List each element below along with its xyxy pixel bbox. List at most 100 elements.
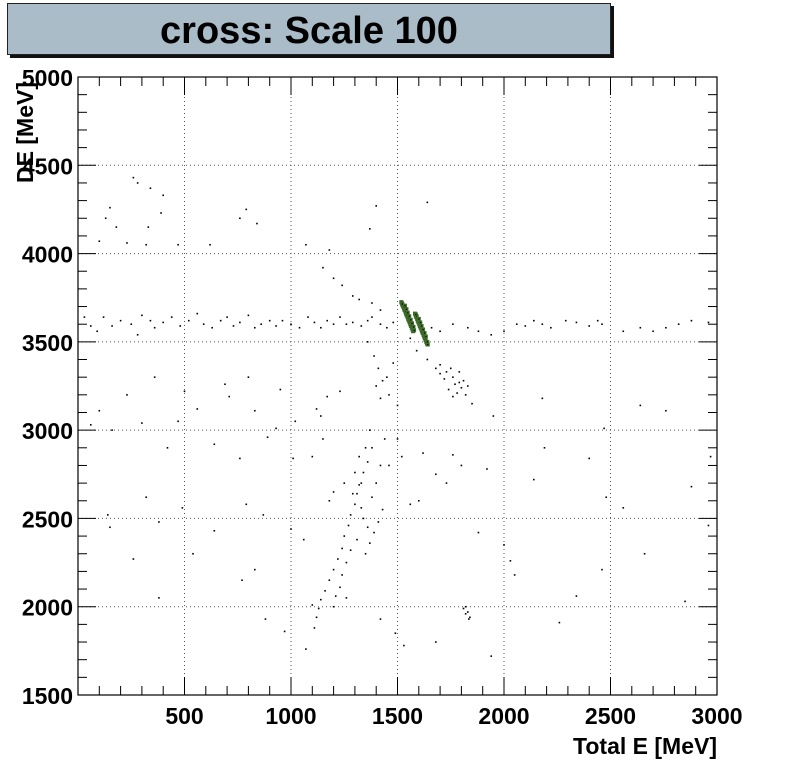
data-point — [430, 326, 433, 329]
data-point — [377, 367, 380, 370]
data-point — [349, 514, 352, 516]
data-point — [136, 333, 139, 336]
data-point — [98, 240, 101, 243]
x-tick-labels: 500 1000 1500 2000 2500 3000 — [165, 703, 742, 729]
data-point — [665, 409, 667, 412]
data-point — [373, 531, 375, 534]
data-point — [447, 388, 450, 391]
data-point — [677, 323, 680, 325]
dense-point-core — [408, 315, 410, 317]
data-point — [469, 616, 471, 619]
y-tick-label: 2000 — [22, 595, 73, 621]
data-point — [187, 319, 190, 322]
data-point — [247, 314, 250, 317]
data-point — [132, 558, 135, 560]
data-point — [89, 325, 92, 327]
data-point — [332, 491, 335, 493]
data-point — [639, 326, 642, 329]
data-point — [490, 655, 493, 657]
data-point — [279, 388, 282, 391]
data-point — [339, 586, 341, 589]
data-point — [126, 242, 128, 244]
data-point — [460, 386, 463, 389]
data-point — [213, 443, 216, 446]
data-point — [588, 457, 590, 460]
data-point — [541, 323, 544, 325]
dense-point-core — [419, 321, 421, 324]
x-tick-label: 2000 — [478, 703, 529, 729]
data-point — [381, 379, 384, 382]
data-point — [351, 492, 354, 495]
data-point — [707, 321, 710, 324]
data-point — [622, 330, 625, 333]
data-point — [183, 390, 186, 393]
data-point — [360, 507, 363, 509]
data-point — [305, 648, 307, 650]
data-point — [709, 455, 712, 458]
data-point — [356, 492, 358, 495]
data-point — [292, 457, 294, 460]
data-point — [339, 390, 341, 393]
data-point — [468, 618, 470, 620]
data-point — [371, 316, 373, 318]
data-point — [162, 321, 164, 324]
data-point — [247, 376, 250, 378]
data-point — [196, 312, 199, 315]
data-point — [388, 394, 390, 396]
data-point — [452, 395, 454, 398]
data-point — [354, 503, 356, 506]
data-point — [341, 547, 343, 550]
data-point — [239, 217, 241, 220]
data-point — [364, 447, 367, 449]
data-point — [349, 549, 352, 552]
data-point — [98, 409, 101, 412]
data-point — [426, 201, 429, 204]
data-point — [492, 415, 495, 417]
data-point — [132, 176, 135, 179]
data-points — [83, 176, 712, 657]
data-point — [707, 524, 710, 527]
data-point — [136, 182, 139, 184]
data-point — [107, 514, 109, 516]
data-point — [379, 397, 382, 400]
data-point — [354, 471, 356, 474]
grid-lines — [78, 77, 717, 695]
data-point — [665, 326, 667, 329]
data-point — [690, 485, 693, 488]
data-point — [341, 284, 343, 287]
dense-point-core — [412, 326, 415, 328]
data-point — [322, 266, 324, 269]
data-point — [358, 484, 360, 486]
data-point — [456, 392, 458, 394]
data-point — [377, 521, 380, 523]
data-point — [141, 422, 143, 424]
data-point — [362, 517, 365, 520]
data-point — [396, 404, 399, 407]
data-point — [386, 326, 388, 329]
dense-point-core — [405, 308, 408, 310]
data-point — [435, 473, 437, 476]
data-point — [375, 385, 377, 387]
data-point — [253, 326, 256, 329]
data-point — [462, 379, 465, 382]
data-point — [379, 618, 382, 620]
data-point — [558, 621, 561, 624]
dense-point-core — [418, 318, 420, 320]
dense-point-core — [410, 319, 412, 321]
chart-title: cross: Scale 100 — [160, 10, 458, 52]
data-point — [392, 362, 395, 364]
data-point — [345, 561, 348, 564]
data-point — [541, 397, 544, 400]
data-point — [375, 205, 377, 207]
data-point — [232, 325, 235, 327]
data-point — [403, 644, 405, 647]
data-point — [153, 326, 156, 329]
data-point — [275, 427, 277, 430]
data-point — [332, 323, 335, 325]
data-point — [422, 452, 424, 454]
data-point — [445, 482, 448, 484]
data-point — [332, 605, 335, 608]
data-point — [328, 499, 331, 502]
y-tick-label: 3500 — [22, 330, 73, 356]
